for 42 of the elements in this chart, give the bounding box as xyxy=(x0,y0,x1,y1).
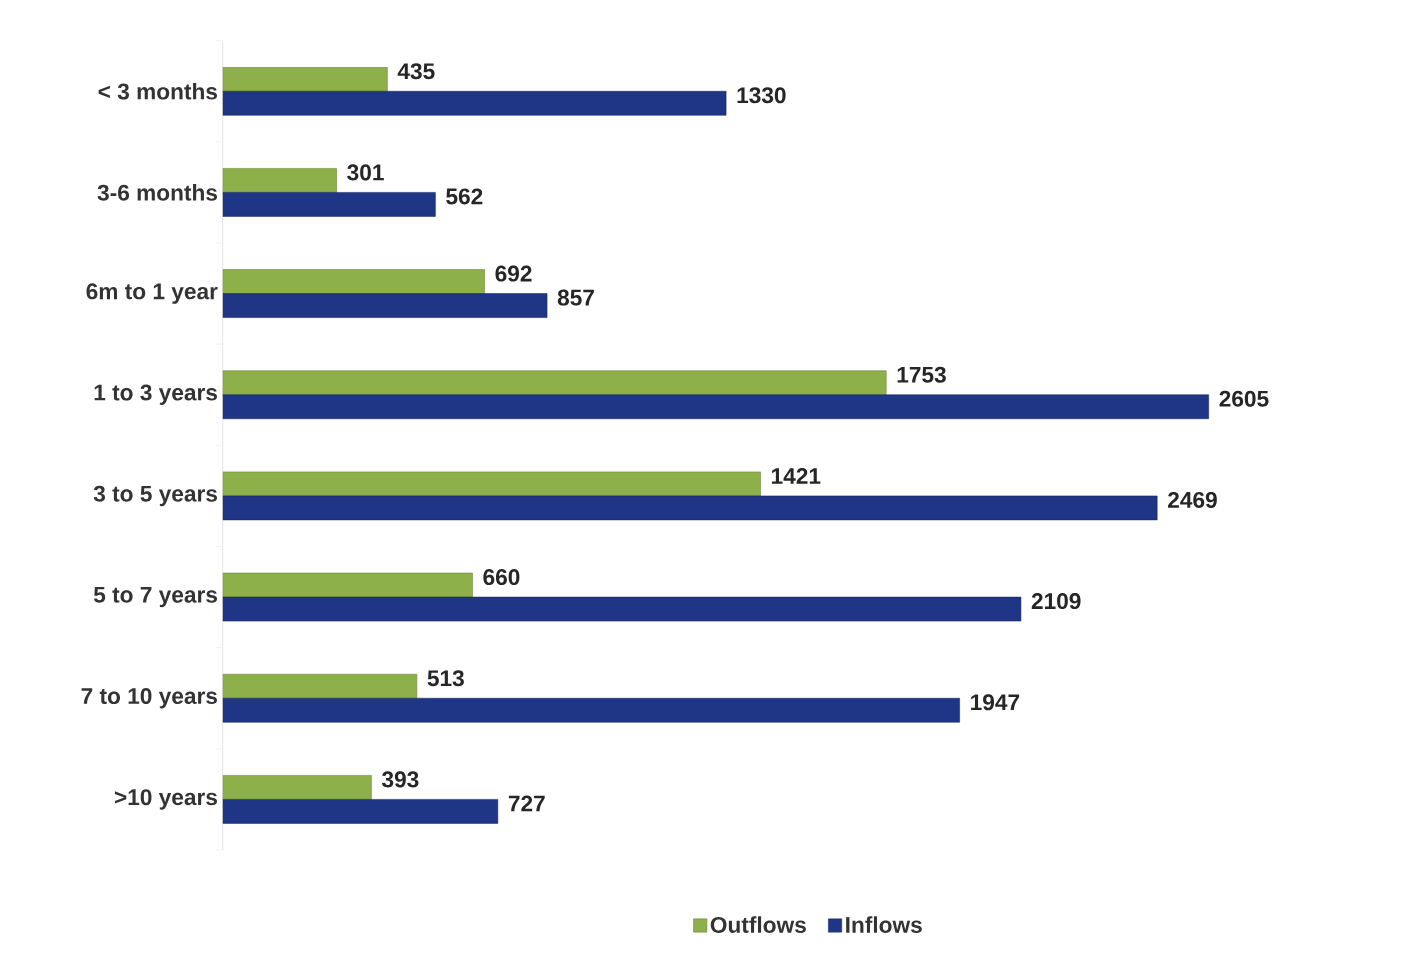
bar xyxy=(222,495,1158,521)
y-tick-label: 3-6 months xyxy=(97,184,218,201)
bar xyxy=(222,799,499,824)
bar xyxy=(222,775,372,800)
y-tick-label: 6m to 1 year xyxy=(86,283,218,304)
bar xyxy=(222,697,960,723)
legend-label: Inflows xyxy=(846,916,922,933)
y-tick-label: 1 to 3 years xyxy=(94,384,217,406)
bar xyxy=(222,168,337,193)
data-label: 857 xyxy=(557,289,594,306)
y-tick-label: 3 to 5 years xyxy=(93,485,217,507)
data-label: 660 xyxy=(483,569,520,586)
y-tick-label: 7 to 10 years xyxy=(81,687,217,709)
bar xyxy=(222,90,727,116)
bar xyxy=(222,66,388,92)
data-label: 435 xyxy=(397,63,435,80)
bar xyxy=(222,370,887,396)
y-tick-label: >10 years xyxy=(114,789,217,810)
bar xyxy=(222,192,436,217)
data-label: 393 xyxy=(381,771,419,788)
bar xyxy=(222,394,1209,420)
bar xyxy=(222,596,1022,622)
data-label: 1330 xyxy=(737,87,786,104)
data-label: 1753 xyxy=(897,366,946,383)
y-tick-label: < 3 months xyxy=(98,82,218,100)
y-tick-label: 5 to 7 years xyxy=(93,586,217,608)
bar xyxy=(222,572,473,598)
bar xyxy=(222,269,485,294)
data-label: 727 xyxy=(508,795,545,812)
legend-label: Outflows xyxy=(710,916,806,933)
bar xyxy=(222,673,418,699)
data-label: 2109 xyxy=(1031,593,1081,610)
data-label: 562 xyxy=(446,188,483,205)
bar xyxy=(222,471,761,497)
data-label: 301 xyxy=(347,164,384,181)
data-label: 1947 xyxy=(971,694,1020,711)
data-label: 1421 xyxy=(771,468,821,484)
data-label: 2469 xyxy=(1168,491,1217,508)
data-label: 513 xyxy=(427,670,464,687)
data-label: 692 xyxy=(495,265,532,282)
bar xyxy=(222,293,548,318)
data-label: 2605 xyxy=(1219,390,1269,407)
